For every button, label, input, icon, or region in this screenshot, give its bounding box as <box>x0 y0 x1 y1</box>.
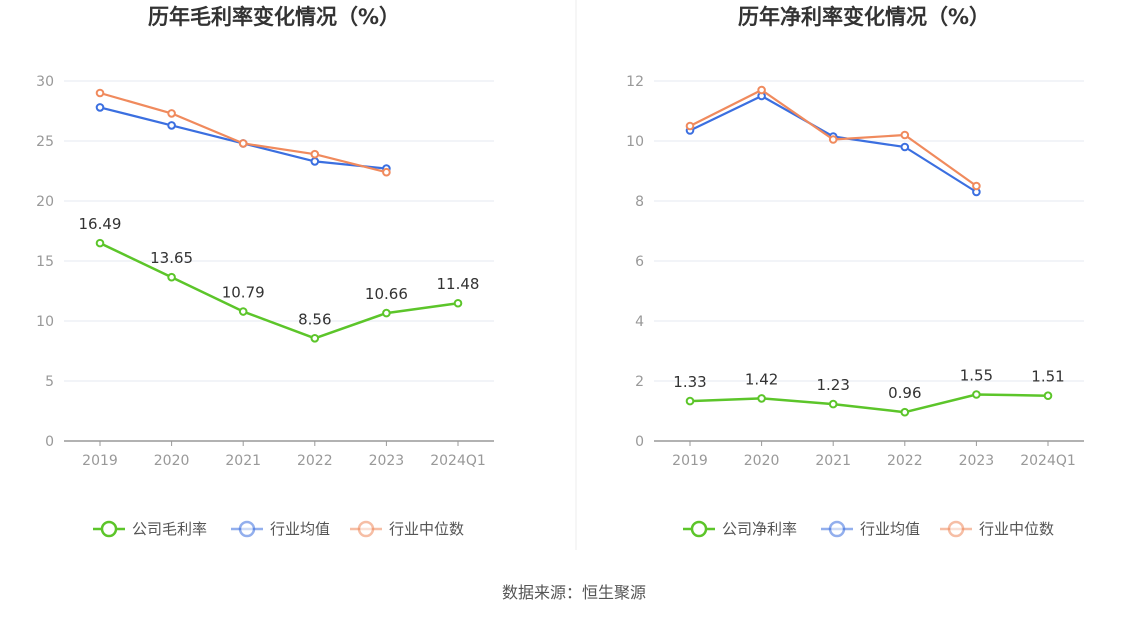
series-line-avg <box>99 106 387 170</box>
x-tick-label: 2022 <box>297 453 333 469</box>
data-point-avg <box>95 103 105 112</box>
data-source: 数据来源：恒生聚源 <box>502 583 646 602</box>
legend-item-company: 公司毛利率 <box>93 520 207 538</box>
data-point-company <box>685 396 695 406</box>
data-point-median <box>828 135 838 144</box>
legend-marker <box>828 520 846 538</box>
legend-marker <box>357 520 375 538</box>
data-point-company <box>238 307 248 316</box>
x-tick-label: 2019 <box>672 453 708 469</box>
data-point-median <box>167 109 176 118</box>
data-point-avg <box>310 157 320 166</box>
chart-title: 历年净利率变化情况（%） <box>738 5 990 29</box>
x-tick-label: 2024Q1 <box>430 453 486 469</box>
chart-title: 历年毛利率变化情况（%） <box>148 5 400 29</box>
data-label: 13.65 <box>150 249 193 267</box>
data-point-company <box>972 390 981 399</box>
y-tick-label: 8 <box>635 194 644 210</box>
legend-item-median: 行业中位数 <box>350 520 464 538</box>
legend-marker <box>100 520 118 538</box>
y-tick-label: 2 <box>635 374 644 390</box>
y-tick-label: 15 <box>36 254 54 270</box>
data-label: 10.79 <box>222 284 265 302</box>
data-label: 11.48 <box>437 275 480 293</box>
data-label: 10.66 <box>365 285 408 303</box>
legend-label: 行业均值 <box>270 520 330 538</box>
data-label: 1.42 <box>745 370 778 388</box>
data-label: 16.49 <box>79 215 122 233</box>
data-point-median <box>972 181 981 191</box>
y-tick-label: 12 <box>626 74 644 90</box>
legend-item-median: 行业中位数 <box>940 520 1054 538</box>
y-tick-label: 5 <box>45 374 54 390</box>
data-point-median <box>310 149 320 159</box>
x-tick-label: 2021 <box>225 453 261 469</box>
legend-item-company: 公司净利率 <box>683 520 797 538</box>
data-point-company <box>828 399 838 409</box>
data-point-company <box>95 238 105 248</box>
data-label: 1.23 <box>816 376 849 394</box>
y-tick-label: 6 <box>635 254 644 270</box>
legend-label: 行业均值 <box>860 520 920 538</box>
x-tick-label: 2019 <box>82 453 118 469</box>
legend-marker <box>947 520 965 538</box>
data-point-company <box>453 298 463 308</box>
y-tick-label: 0 <box>45 434 54 450</box>
x-tick-label: 2022 <box>887 453 923 469</box>
y-tick-label: 20 <box>36 194 54 210</box>
data-point-company <box>167 272 176 282</box>
data-label: 0.96 <box>888 384 921 402</box>
data-point-avg <box>167 121 176 130</box>
data-point-company <box>900 407 910 417</box>
legend-label: 公司毛利率 <box>132 520 207 538</box>
legend-item-avg: 行业均值 <box>231 520 330 538</box>
data-point-median <box>382 167 391 177</box>
x-tick-label: 2021 <box>815 453 851 469</box>
legend-marker <box>690 520 708 538</box>
y-tick-label: 25 <box>36 134 54 150</box>
gross-margin-chart: 历年毛利率变化情况（%） 0 5 10 15 20 25 30 2019 2020 2021 2022… <box>36 5 494 538</box>
data-point-company <box>382 308 391 318</box>
series-line-company <box>99 241 459 340</box>
legend-label: 公司净利率 <box>722 520 797 538</box>
legend-item-avg: 行业均值 <box>821 520 920 538</box>
x-tick-label: 2020 <box>154 453 190 469</box>
data-point-median <box>900 130 910 140</box>
data-point-avg <box>900 142 910 152</box>
series-line-company <box>689 393 1049 414</box>
y-tick-label: 10 <box>626 134 644 150</box>
legend-label: 行业中位数 <box>389 520 464 538</box>
series-line-median <box>99 91 387 174</box>
data-label: 1.55 <box>960 367 993 385</box>
data-point-median <box>238 139 248 148</box>
data-point-median <box>685 121 695 131</box>
data-label: 1.33 <box>673 373 706 391</box>
data-point-company <box>757 394 766 403</box>
data-label: 8.56 <box>298 310 331 328</box>
data-point-company <box>310 333 320 343</box>
y-tick-label: 30 <box>36 74 54 90</box>
series-line-avg <box>689 94 977 193</box>
y-tick-label: 10 <box>36 314 54 330</box>
x-tick-label: 2023 <box>369 453 405 469</box>
data-point-company <box>1043 391 1053 401</box>
legend-marker <box>238 520 256 538</box>
y-tick-label: 0 <box>635 434 644 450</box>
legend-label: 行业中位数 <box>979 520 1054 538</box>
x-tick-label: 2023 <box>959 453 995 469</box>
x-tick-label: 2020 <box>744 453 780 469</box>
net-margin-chart: 历年净利率变化情况（%） 0 2 4 6 8 10 12 2019 2020 2021 2022 202… <box>626 5 1084 538</box>
data-point-median <box>95 88 105 98</box>
data-point-median <box>757 85 766 95</box>
data-label: 1.51 <box>1031 368 1064 386</box>
x-tick-label: 2024Q1 <box>1020 453 1076 469</box>
y-tick-label: 4 <box>635 314 644 330</box>
